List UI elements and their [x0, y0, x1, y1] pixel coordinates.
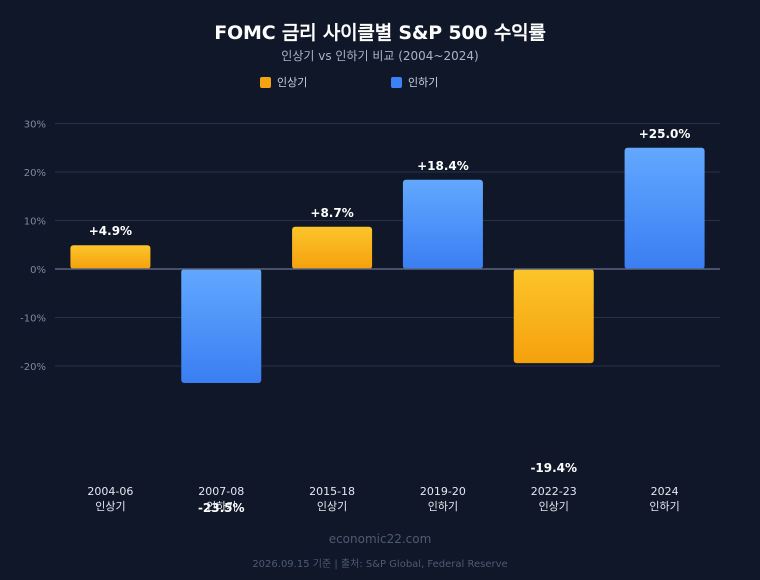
legend-label-cut: 인하기 [408, 76, 439, 89]
footer-source: 2026.09.15 기준 | 출처: S&P Global, Federal … [252, 559, 508, 570]
y-tick-label: 30% [24, 120, 46, 131]
bar [70, 245, 151, 269]
bar [292, 226, 373, 269]
chart-subtitle: 인상기 vs 인하기 비교 (2004~2024) [281, 49, 479, 63]
legend-item-hike: 인상기 [260, 74, 307, 90]
x-tick-label: 2019-20 [420, 485, 466, 498]
y-tick-label: -10% [20, 314, 46, 325]
x-tick-phase-label: 인하기 [428, 499, 458, 513]
y-tick-label: -20% [20, 362, 46, 373]
x-tick-label: 2004-06 [87, 485, 133, 498]
x-tick-label: 2007-08 [198, 485, 244, 498]
bar [402, 179, 483, 269]
y-tick-label: 20% [24, 168, 46, 179]
chart-title: FOMC 금리 사이클별 S&P 500 수익률 [214, 22, 546, 44]
x-tick-phase-label: 인상기 [317, 500, 347, 513]
x-tick-phase-label: 인상기 [539, 500, 569, 513]
data-label: +25.0% [639, 127, 691, 141]
y-tick-label: 10% [24, 217, 46, 228]
legend-label-hike: 인상기 [277, 76, 308, 89]
legend-swatch-cut [391, 76, 402, 88]
bar [181, 269, 262, 383]
x-tick-phase-label: 인하기 [206, 499, 236, 513]
data-label: +4.9% [89, 224, 132, 238]
footer-brand: economic22.com [328, 532, 432, 546]
data-label: -23.5% [198, 501, 245, 515]
x-tick-label: 2015-18 [309, 485, 355, 498]
bar [624, 147, 705, 269]
x-tick-label: 2022-23 [531, 485, 577, 498]
x-tick-label: 2024 [651, 485, 679, 498]
legend-swatch-hike [260, 76, 271, 88]
data-label: +18.4% [417, 159, 469, 173]
x-tick-phase-label: 인상기 [95, 500, 125, 513]
bar [513, 269, 594, 364]
data-label: -19.4% [530, 461, 577, 475]
legend-item-cut: 인하기 [391, 74, 438, 90]
data-label: +8.7% [310, 206, 353, 220]
y-tick-label: 0% [30, 265, 46, 276]
x-tick-phase-label: 인하기 [649, 499, 679, 513]
